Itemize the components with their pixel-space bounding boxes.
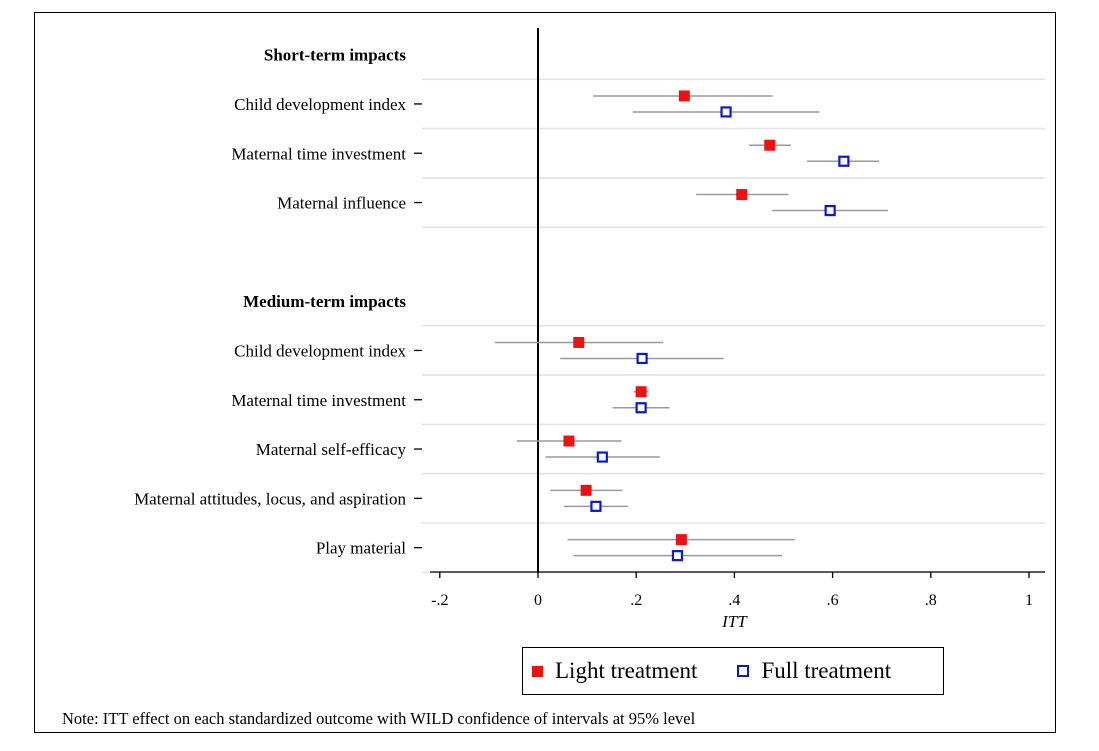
point-light [675, 534, 687, 546]
point-full [720, 106, 732, 118]
point-full [671, 550, 684, 562]
point-light [764, 139, 776, 151]
figure-note: Note: ITT effect on each standardized ou… [62, 709, 696, 728]
x-tick-label: .6 [827, 592, 839, 609]
point-light [563, 435, 575, 447]
point-full [596, 451, 608, 463]
legend-label-light: Light treatment [555, 658, 698, 683]
row-label: Play material [316, 539, 406, 558]
x-tick-label: 0 [534, 592, 542, 609]
row-label: Maternal influence [277, 194, 406, 213]
point-light [736, 189, 748, 201]
legend-swatch-light [532, 665, 543, 677]
x-tick-label: .4 [728, 592, 740, 609]
legend-label-full: Full treatment [761, 658, 892, 683]
row-label: Child development index [234, 341, 406, 360]
point-full [838, 155, 850, 167]
x-tick-label: -.2 [431, 592, 448, 609]
row-label: Maternal time investment [231, 391, 406, 410]
group-header: Short-term impacts [264, 46, 406, 65]
point-light [678, 90, 690, 102]
point-light [580, 484, 592, 496]
point-full [590, 500, 602, 512]
x-tick-label: .2 [630, 592, 642, 609]
point-full [635, 402, 647, 414]
row-label: Maternal attitudes, locus, and aspiratio… [134, 489, 406, 508]
row-label: Maternal time investment [231, 144, 406, 163]
row-label: Child development index [234, 95, 406, 114]
figure-frame [34, 12, 1056, 733]
legend-swatch-full [737, 665, 750, 677]
row-label: Maternal self-efficacy [256, 440, 407, 459]
point-light [635, 386, 647, 398]
point-full [824, 204, 836, 217]
x-tick-label: 1 [1025, 592, 1033, 609]
group-header: Medium-term impacts [243, 292, 406, 311]
x-axis-title: ITT [721, 612, 748, 631]
x-tick-label: .8 [925, 592, 937, 609]
point-light [573, 336, 585, 348]
legend: Light treatment Full treatment [522, 647, 944, 695]
legend-item-light: Light treatment [523, 658, 697, 684]
legend-item-full: Full treatment [697, 658, 891, 684]
point-full [636, 352, 648, 365]
